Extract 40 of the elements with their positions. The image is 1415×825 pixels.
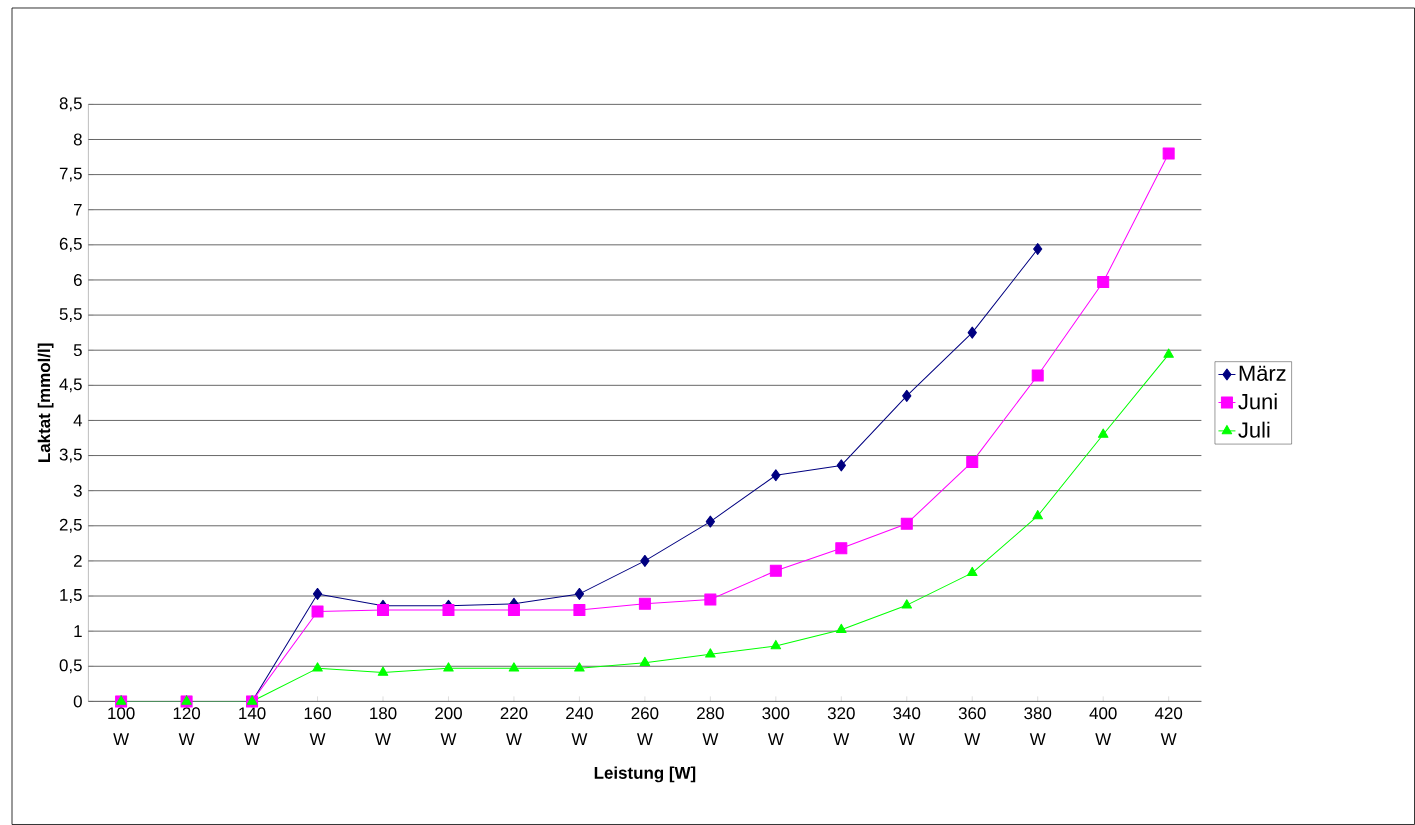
y-tick-label: 7 (74, 203, 82, 216)
x-tick-label: 100 W (108, 707, 135, 745)
y-tick-label: 1,5 (60, 589, 82, 603)
x-tick-label: 260 W (631, 707, 659, 745)
y-tick-label: 8 (73, 133, 82, 146)
legend-label: Juni (1238, 393, 1277, 410)
y-tick-label: 4,5 (59, 378, 82, 393)
x-tick-label: 400 W (1089, 707, 1117, 745)
x-tick-label: 320 W (827, 707, 855, 745)
x-axis-title: Leistung [W] (594, 766, 696, 783)
y-tick-label: 6 (73, 273, 82, 286)
y-tick-label: 0,5 (59, 659, 82, 674)
x-tick-label: 380 W (1024, 707, 1052, 745)
x-tick-label: 200 W (435, 707, 462, 745)
y-tick-label: 1 (74, 625, 82, 637)
y-tick-label: 7,5 (59, 167, 82, 182)
x-tick-label: 280 W (697, 707, 724, 745)
legend-label: März (1239, 365, 1286, 381)
y-tick-label: 4 (73, 414, 83, 427)
x-tick-label: 420 W (1154, 707, 1183, 745)
y-tick-label: 5 (73, 344, 82, 357)
x-tick-label: 340 W (893, 707, 921, 745)
legend-label: Juli (1238, 421, 1270, 438)
y-tick-label: 6,5 (59, 237, 82, 252)
y-axis-title: Laktat [mmol/l] (37, 343, 54, 462)
y-tick-label: 3,5 (59, 448, 82, 463)
x-tick-label: 300 W (762, 707, 790, 745)
x-tick-label: 220 W (500, 707, 528, 745)
x-tick-label: 180 W (370, 707, 397, 745)
y-tick-label: 8,5 (59, 97, 82, 112)
x-tick-label: 120 W (173, 707, 201, 745)
x-tick-label: 160 W (304, 707, 332, 745)
y-tick-label: 2,5 (59, 518, 82, 533)
x-tick-label: 240 W (566, 707, 593, 745)
y-tick-label: 2 (73, 555, 82, 567)
x-tick-label: 140 W (239, 707, 266, 745)
y-tick-label: 0 (73, 695, 82, 708)
y-tick-label: 5,5 (59, 308, 82, 322)
x-tick-label: 360 W (958, 707, 986, 745)
y-tick-label: 3 (73, 484, 82, 497)
